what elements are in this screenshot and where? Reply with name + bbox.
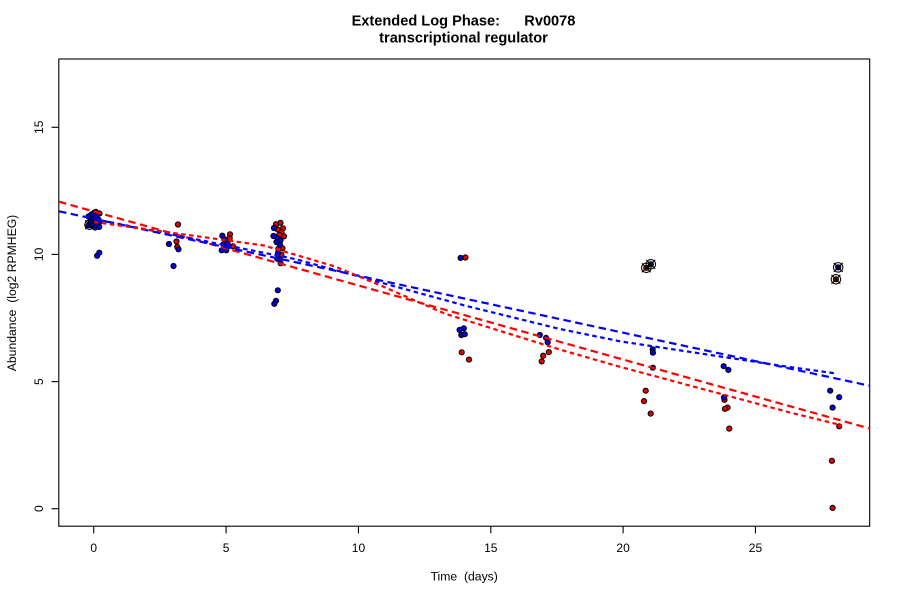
- svg-text:5: 5: [32, 378, 46, 385]
- svg-text:Extended Log Phase: Rv007: Extended Log Phase: Rv0078: [352, 13, 576, 29]
- svg-text:15: 15: [484, 541, 498, 555]
- svg-text:0: 0: [90, 541, 97, 555]
- svg-text:0: 0: [32, 505, 46, 512]
- svg-text:5: 5: [223, 541, 230, 555]
- svg-text:20: 20: [616, 541, 630, 555]
- svg-text:25: 25: [749, 541, 763, 555]
- svg-text:Abundance (log2 RPMHEG): Abundance (log2 RPMHEG): [5, 215, 19, 371]
- svg-text:10: 10: [352, 541, 366, 555]
- svg-text:transcriptional regulator: transcriptional regulator: [379, 31, 548, 47]
- svg-text:Time (days): Time (days): [431, 570, 498, 584]
- svg-text:10: 10: [32, 247, 46, 261]
- svg-text:15: 15: [32, 120, 46, 134]
